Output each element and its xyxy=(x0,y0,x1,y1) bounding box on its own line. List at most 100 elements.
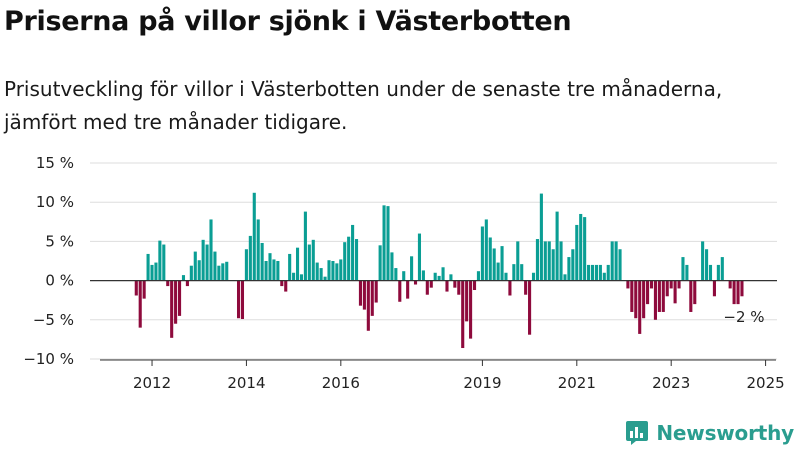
bar xyxy=(508,280,512,296)
bar xyxy=(272,259,276,281)
bar xyxy=(425,280,429,295)
bar xyxy=(374,280,378,303)
bar xyxy=(551,249,555,281)
bar xyxy=(445,280,449,292)
bar xyxy=(394,268,398,281)
y-tick-label: 10 % xyxy=(36,193,74,211)
bar xyxy=(221,263,225,281)
bar xyxy=(205,244,209,281)
bar xyxy=(602,272,606,281)
bar xyxy=(236,280,241,319)
bar xyxy=(575,224,579,281)
bar xyxy=(594,264,598,281)
bar xyxy=(642,280,646,319)
bar xyxy=(579,213,583,281)
bar xyxy=(441,267,445,281)
bar xyxy=(563,274,567,281)
bar xyxy=(689,280,693,312)
bar xyxy=(370,280,374,316)
bar xyxy=(201,239,205,281)
bar xyxy=(264,261,268,281)
bar xyxy=(453,280,457,288)
bar xyxy=(555,211,559,281)
bar xyxy=(736,280,740,305)
bar xyxy=(488,237,492,281)
bar xyxy=(260,242,264,281)
bar xyxy=(590,264,595,281)
x-tick-label: 2021 xyxy=(558,374,596,392)
bar xyxy=(685,264,689,281)
bar xyxy=(476,271,480,281)
bar xyxy=(638,280,642,334)
bar xyxy=(347,236,351,281)
bar xyxy=(649,280,654,289)
bar xyxy=(386,206,390,281)
bar xyxy=(178,280,182,316)
bar xyxy=(138,280,142,328)
bar xyxy=(335,263,339,281)
bar xyxy=(500,246,504,281)
bar xyxy=(181,275,186,281)
bar xyxy=(142,280,146,299)
bar xyxy=(492,248,496,281)
bar xyxy=(339,259,343,281)
bar xyxy=(708,264,713,281)
bar xyxy=(410,256,414,281)
bar xyxy=(543,241,547,281)
bar xyxy=(150,264,154,281)
bar xyxy=(146,253,150,281)
bar xyxy=(358,280,363,306)
bar xyxy=(673,280,677,304)
bar xyxy=(378,245,382,281)
bar xyxy=(406,280,410,299)
bar xyxy=(472,280,477,291)
bar xyxy=(465,280,469,322)
bar xyxy=(158,240,162,281)
bar xyxy=(327,260,331,281)
bar xyxy=(504,272,508,281)
bars xyxy=(134,192,744,349)
chart-subtitle: Prisutveckling för villor i Västerbotten… xyxy=(4,77,723,134)
bar xyxy=(331,261,335,281)
bar xyxy=(693,280,697,305)
bar xyxy=(712,280,716,297)
bar xyxy=(634,280,638,319)
bar xyxy=(524,280,528,295)
bar xyxy=(539,193,543,281)
bar xyxy=(268,253,272,281)
bar xyxy=(174,280,178,324)
x-axis: 2012 2014 2016 2019 2021 2023 2025 xyxy=(100,359,785,392)
bar xyxy=(528,280,532,335)
bar xyxy=(720,257,724,281)
bar xyxy=(354,239,359,281)
bar xyxy=(217,265,221,281)
bar xyxy=(225,261,229,281)
y-tick-label: 15 % xyxy=(36,154,74,172)
bar xyxy=(154,262,158,281)
bar xyxy=(728,280,732,289)
bar xyxy=(665,280,669,297)
bar xyxy=(559,241,563,281)
newsworthy-logo: Newsworthy xyxy=(625,420,794,446)
bar xyxy=(433,272,437,281)
x-tick-label: 2016 xyxy=(322,374,360,392)
y-axis-labels: 15 % 10 % 5 % 0 % −5 % −10 % xyxy=(23,154,74,368)
bar xyxy=(248,235,252,281)
bar xyxy=(276,261,280,281)
bar xyxy=(413,280,418,285)
x-tick-label: 2012 xyxy=(133,374,171,392)
bar xyxy=(705,249,709,281)
bar xyxy=(292,272,296,281)
bar xyxy=(323,276,327,281)
bar xyxy=(185,280,189,287)
bar xyxy=(343,242,347,281)
bar xyxy=(610,241,614,281)
bar xyxy=(716,264,720,281)
x-tick-label: 2014 xyxy=(227,374,265,392)
bar xyxy=(618,249,622,281)
bar xyxy=(295,247,300,281)
bar xyxy=(571,249,575,281)
bar xyxy=(516,241,520,281)
bar xyxy=(457,280,461,295)
